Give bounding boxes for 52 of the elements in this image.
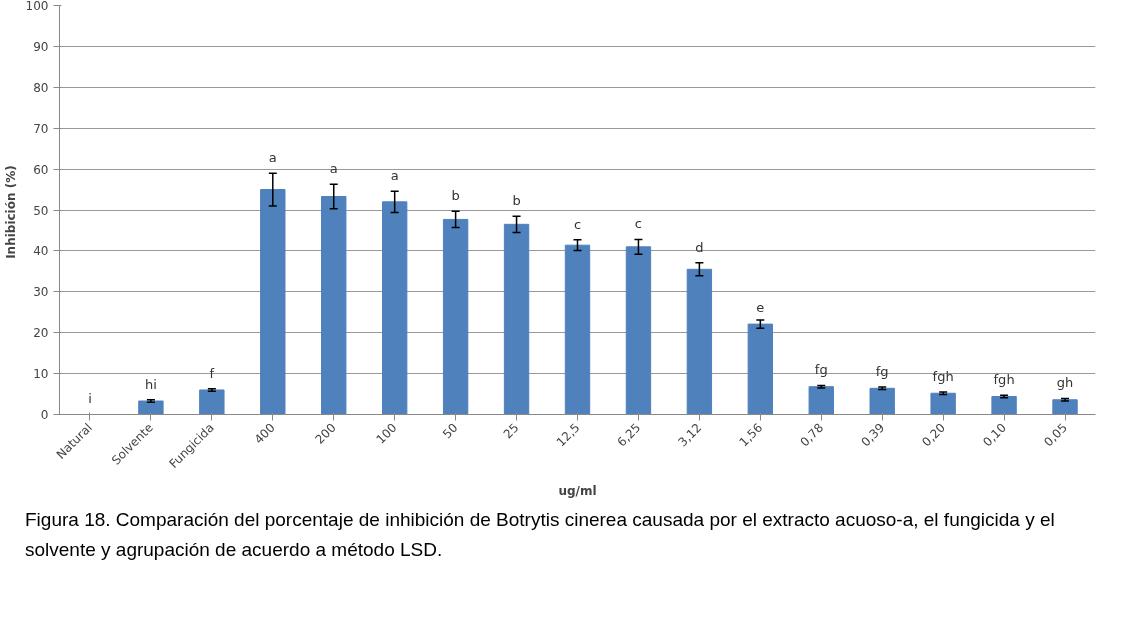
bar (564, 244, 591, 415)
y-tick-label: 20 (33, 326, 49, 341)
bar (442, 218, 469, 415)
y-tick-label: 70 (33, 121, 49, 136)
bar (503, 223, 530, 415)
bar (381, 201, 408, 415)
data-label: fgh (932, 368, 954, 384)
data-label: fgh (993, 372, 1015, 388)
bar (138, 400, 164, 415)
data-label: b (451, 188, 460, 204)
data-label: fg (875, 363, 889, 379)
data-label: a (329, 161, 338, 177)
bar (625, 246, 652, 415)
bar (991, 396, 1017, 415)
bar (930, 392, 956, 415)
data-label: d (695, 239, 704, 255)
y-tick-label: 50 (33, 203, 49, 218)
y-tick-label: 60 (33, 162, 49, 177)
x-tick-label: 50 (439, 420, 461, 442)
x-tick-label: 200 (312, 420, 339, 447)
x-axis-title: ug/ml (558, 483, 597, 498)
y-tick-label: 0 (40, 408, 49, 422)
data-label: b (512, 192, 521, 208)
data-label: fg (814, 362, 828, 378)
bar (869, 387, 895, 415)
bar (686, 268, 713, 415)
y-tick-label: 100 (25, 0, 49, 13)
data-label: c (634, 216, 643, 232)
y-axis-title: Inhibición (%) (3, 165, 18, 259)
bar (808, 386, 834, 415)
data-label: i (88, 391, 92, 407)
bar (747, 323, 774, 415)
data-label: a (390, 168, 399, 184)
data-label: gh (1056, 375, 1074, 391)
bar (199, 389, 225, 415)
data-label: a (268, 150, 277, 166)
data-label: e (756, 299, 765, 315)
bar (260, 189, 286, 415)
data-label: f (209, 365, 215, 381)
data-label: hi (144, 376, 157, 392)
data-label: c (573, 216, 582, 232)
y-tick-label: 40 (33, 244, 49, 259)
text: Figura 18. Comparación del porcentaje de inhibición de Botrytis cinerea causada por el extracto acuoso-a, el fungicida y el solvente y agrupación de acuerdo a método LSD. (25, 508, 1056, 563)
y-tick-label: 90 (33, 39, 49, 54)
y-tick-label: 30 (33, 285, 49, 300)
bar (321, 196, 347, 415)
x-tick-label: 100 (373, 420, 400, 447)
y-tick-label: 80 (33, 80, 49, 95)
bar (1052, 399, 1078, 415)
x-tick-label: 400 (251, 420, 278, 447)
y-tick-label: 10 (33, 367, 49, 382)
x-tick-label: 25 (500, 420, 522, 442)
